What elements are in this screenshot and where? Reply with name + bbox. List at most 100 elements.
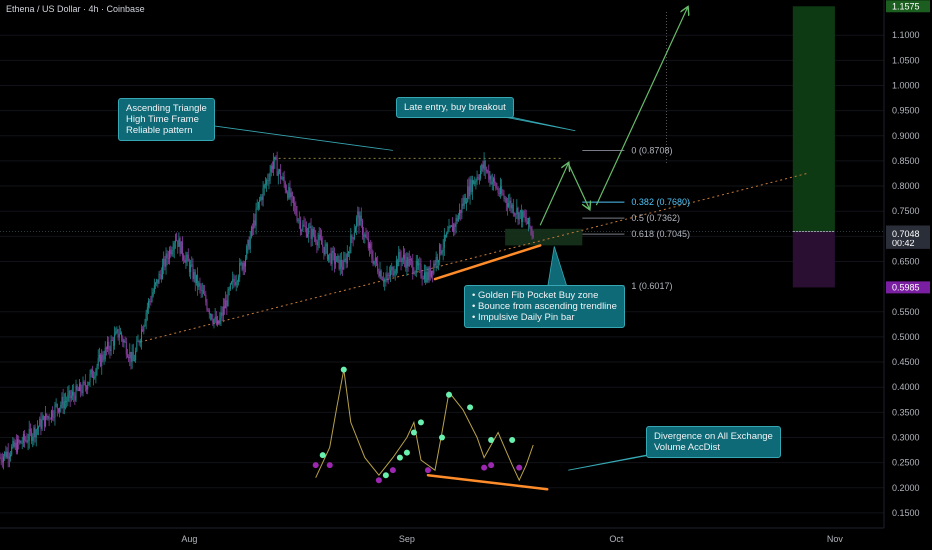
candle-body: [335, 261, 337, 264]
candle-body: [369, 243, 371, 249]
candle-body: [360, 215, 362, 221]
y-tick-label: 0.8000: [892, 181, 920, 191]
candle-body: [291, 192, 293, 197]
candle-body: [228, 289, 230, 290]
candle-body: [358, 211, 360, 226]
candle-body: [159, 274, 161, 275]
fib-level-label: 0.382 (0.7680): [631, 197, 690, 207]
candle-body: [123, 340, 125, 343]
candle-body: [321, 238, 323, 245]
candle-body: [205, 294, 207, 303]
candle-body: [248, 240, 250, 250]
candle-body: [347, 251, 349, 254]
candle-body: [467, 186, 469, 202]
candle-body: [125, 342, 127, 355]
candle-body: [503, 194, 505, 199]
candle-body: [32, 436, 34, 441]
price-badge: [886, 0, 930, 13]
candle-body: [145, 312, 147, 322]
candle-body: [216, 320, 218, 325]
candle-body: [488, 170, 490, 180]
callout-line: • Bounce from ascending trendline: [472, 301, 617, 312]
candle-body: [446, 233, 448, 238]
callout-divergence[interactable]: Divergence on All Exchange Volume AccDis…: [646, 426, 781, 458]
candle-body: [165, 253, 167, 267]
candle-body: [38, 426, 40, 429]
candle-body: [530, 227, 532, 230]
candle-body: [69, 390, 71, 399]
candle-body: [379, 270, 381, 277]
candle-body: [67, 394, 69, 402]
candle-body: [300, 220, 302, 231]
candle-body: [419, 263, 421, 265]
candle-body: [402, 254, 404, 259]
candle-body: [234, 282, 236, 286]
callout-ascending-triangle[interactable]: Ascending Triangle High Time Frame Relia…: [118, 98, 215, 141]
candle-body: [512, 204, 514, 214]
candle-body: [501, 186, 503, 194]
candle-body: [449, 226, 451, 228]
candle-body: [461, 203, 463, 214]
price-badge-label: 00:42: [892, 238, 915, 248]
indicator-purple-dot: [326, 462, 333, 469]
candle-body: [81, 391, 83, 393]
candle-body: [531, 229, 533, 236]
candle-body: [397, 260, 399, 267]
candle-body: [304, 225, 306, 227]
candle-body: [264, 184, 266, 186]
candle-body: [290, 192, 292, 198]
candle-body: [518, 212, 520, 220]
candle-body: [151, 295, 153, 302]
y-tick-label: 0.5500: [892, 307, 920, 317]
candle-body: [70, 395, 72, 399]
candle-body: [1, 460, 3, 463]
candle-body: [198, 282, 200, 287]
candle-body: [219, 318, 221, 324]
candle-body: [390, 270, 392, 276]
candle-body: [238, 277, 240, 282]
candle-body: [413, 272, 415, 274]
candle-body: [340, 259, 342, 268]
candle-body: [420, 264, 422, 277]
candle-body: [398, 252, 400, 267]
candle-body: [460, 209, 462, 214]
candle-body: [471, 180, 473, 192]
candle-body: [498, 192, 500, 194]
candle-body: [267, 180, 269, 181]
candle-body: [115, 331, 117, 335]
callout-fib-pocket[interactable]: • Golden Fib Pocket Buy zone • Bounce fr…: [464, 285, 625, 328]
indicator-purple-dot: [488, 462, 495, 469]
projection-arrow: [567, 163, 589, 208]
candle-body: [470, 179, 472, 192]
candle-body: [524, 216, 526, 218]
candle-body: [77, 389, 79, 391]
candle-body: [318, 234, 320, 241]
y-tick-label: 0.7500: [892, 206, 920, 216]
candle-body: [121, 332, 123, 338]
candle-body: [56, 404, 58, 409]
callout-line: Late entry, buy breakout: [404, 102, 506, 113]
candle-body: [317, 240, 319, 246]
candle-body: [135, 350, 137, 361]
candle-body: [206, 302, 208, 310]
candle-body: [448, 226, 450, 232]
candle-body: [436, 256, 438, 263]
candle-body: [371, 249, 373, 259]
candle-body: [428, 267, 430, 281]
fib-level-label: 1 (0.6017): [631, 281, 672, 291]
candle-body: [332, 250, 334, 253]
candle-body: [298, 219, 300, 221]
candle-body: [35, 429, 37, 438]
candle-body: [273, 161, 275, 170]
candle-body: [418, 263, 420, 266]
candle-body: [365, 234, 367, 238]
candle-body: [170, 249, 172, 255]
candle-body: [373, 260, 375, 265]
candle-body: [254, 220, 256, 226]
candle-body: [20, 441, 22, 444]
candle-body: [259, 199, 261, 202]
callout-late-entry[interactable]: Late entry, buy breakout: [396, 97, 514, 118]
candle-body: [370, 243, 372, 250]
candle-body: [294, 203, 296, 206]
